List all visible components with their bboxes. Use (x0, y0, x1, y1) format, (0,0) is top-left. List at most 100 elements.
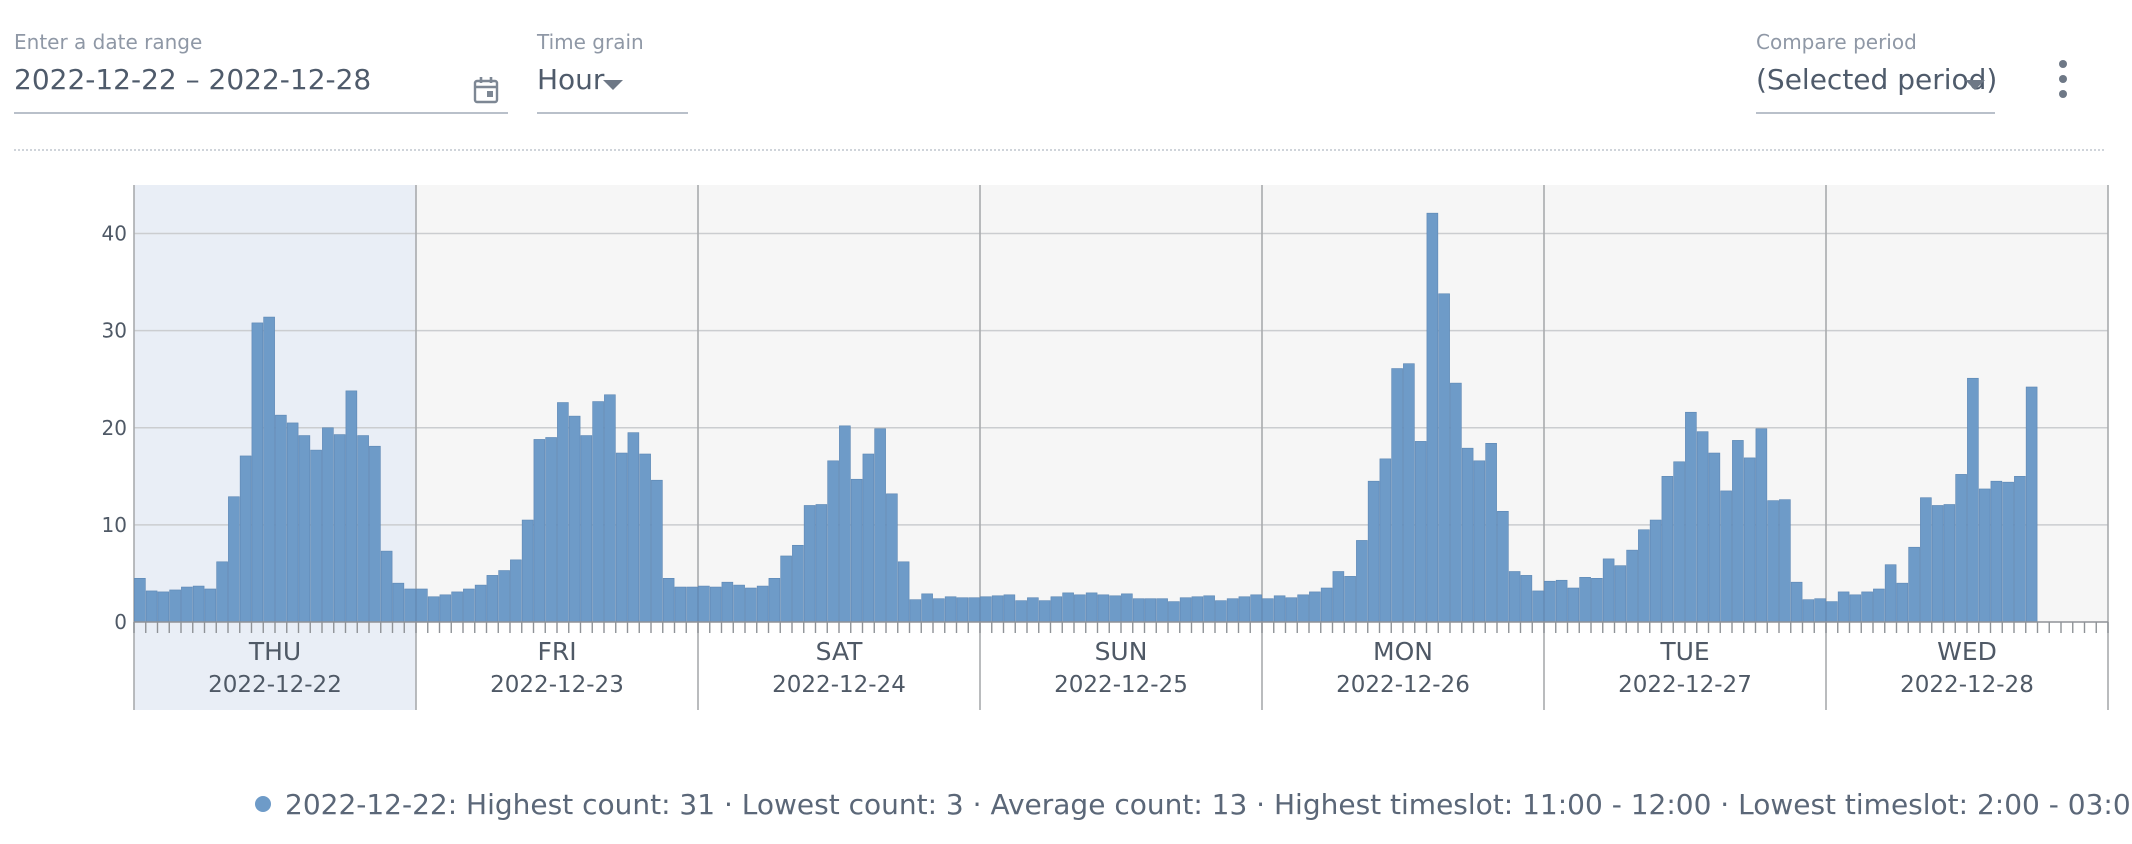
bar (1050, 596, 1063, 623)
date-range-field[interactable]: Enter a date range 2022-12-22 – 2022-12-… (14, 30, 508, 116)
compare-period-select[interactable]: Compare period (Selected period) (1756, 30, 1998, 116)
bar (1121, 593, 1133, 623)
bar (1849, 594, 1862, 623)
bar (1602, 558, 1615, 623)
time-grain-select[interactable]: Time grain Hour (537, 30, 688, 116)
bar (944, 596, 957, 623)
caret-down-icon[interactable] (1965, 80, 1985, 90)
bar (1873, 588, 1885, 623)
bar (698, 585, 710, 623)
bar (733, 584, 745, 623)
bar (145, 590, 158, 623)
bar (745, 587, 757, 623)
time-grain-value[interactable]: Hour (537, 63, 605, 96)
date-range-underline (14, 112, 508, 114)
x-date-label: 2022-12-28 (1900, 672, 2034, 698)
more-vert-icon[interactable] (2057, 60, 2069, 100)
bar (1215, 600, 1227, 623)
x-date-label: 2022-12-25 (1054, 672, 1188, 698)
bar (157, 591, 170, 623)
bar (1085, 592, 1098, 623)
bar (815, 504, 828, 623)
bar (1250, 594, 1262, 623)
bar (1720, 490, 1732, 623)
legend: 2022-12-22: Highest count: 31 · Lowest c… (255, 788, 2132, 821)
bar (1132, 598, 1145, 623)
bar (1414, 441, 1427, 623)
bar (827, 460, 839, 623)
bar (1062, 592, 1074, 623)
bar (474, 584, 487, 623)
bar (968, 597, 980, 623)
bar (192, 585, 205, 623)
bar (380, 550, 393, 623)
bar (2025, 386, 2038, 623)
bar (2014, 476, 2026, 623)
bar (756, 585, 769, 623)
bar (1967, 377, 1979, 623)
bar (639, 453, 651, 623)
bar (839, 425, 851, 623)
legend-marker (255, 796, 271, 812)
x-date-label: 2022-12-23 (490, 672, 624, 698)
bar (1015, 600, 1027, 623)
bar (909, 599, 922, 623)
x-day-label: MON (1373, 637, 1433, 666)
bar (404, 588, 416, 623)
bar (1931, 505, 1944, 623)
bar (1814, 598, 1826, 623)
bar (1367, 480, 1380, 623)
bar (251, 322, 264, 623)
bar (427, 596, 440, 623)
bar (956, 597, 969, 623)
bar (1226, 598, 1239, 623)
bar (1027, 597, 1039, 623)
bar (1649, 519, 1662, 623)
bar (686, 586, 698, 623)
bar (780, 555, 792, 623)
bar (592, 401, 604, 623)
legend-text: 2022-12-22: Highest count: 31 · Lowest c… (285, 788, 2132, 821)
bar (1485, 443, 1497, 623)
bar (721, 581, 734, 623)
caret-down-icon[interactable] (603, 80, 623, 90)
bar (1743, 457, 1756, 623)
x-day-label: TUE (1659, 637, 1709, 666)
bar (1837, 591, 1850, 623)
bar (1156, 598, 1168, 623)
bar (1038, 600, 1051, 623)
bar (1497, 510, 1509, 623)
bar (1144, 598, 1157, 623)
bar (933, 598, 945, 623)
bar (1626, 549, 1638, 623)
bar (498, 570, 510, 623)
bar (1356, 540, 1368, 623)
bar (803, 505, 816, 623)
bar (1732, 440, 1744, 623)
time-grain-label: Time grain (537, 30, 644, 54)
compare-period-value[interactable]: (Selected period) (1756, 63, 1998, 96)
bar (1379, 458, 1392, 623)
bar (1579, 577, 1591, 623)
bar (521, 519, 534, 623)
bar (1262, 598, 1274, 623)
bar (204, 588, 217, 623)
bar (228, 496, 240, 623)
bar (310, 449, 322, 623)
y-tick-label: 30 (102, 319, 127, 343)
bar (1273, 595, 1286, 623)
bar (1978, 488, 1991, 623)
bar (1908, 546, 1920, 623)
compare-period-label: Compare period (1756, 30, 1917, 54)
bar (850, 478, 863, 623)
bar (333, 434, 346, 623)
bar (768, 577, 781, 623)
bar (392, 582, 405, 623)
x-day-label: THU (248, 637, 301, 666)
calendar-icon[interactable] (473, 76, 499, 108)
bar (1555, 579, 1568, 623)
date-range-input[interactable]: 2022-12-22 – 2022-12-28 (14, 63, 372, 96)
bar (1285, 597, 1298, 623)
divider (14, 149, 2104, 151)
bar (239, 455, 252, 623)
